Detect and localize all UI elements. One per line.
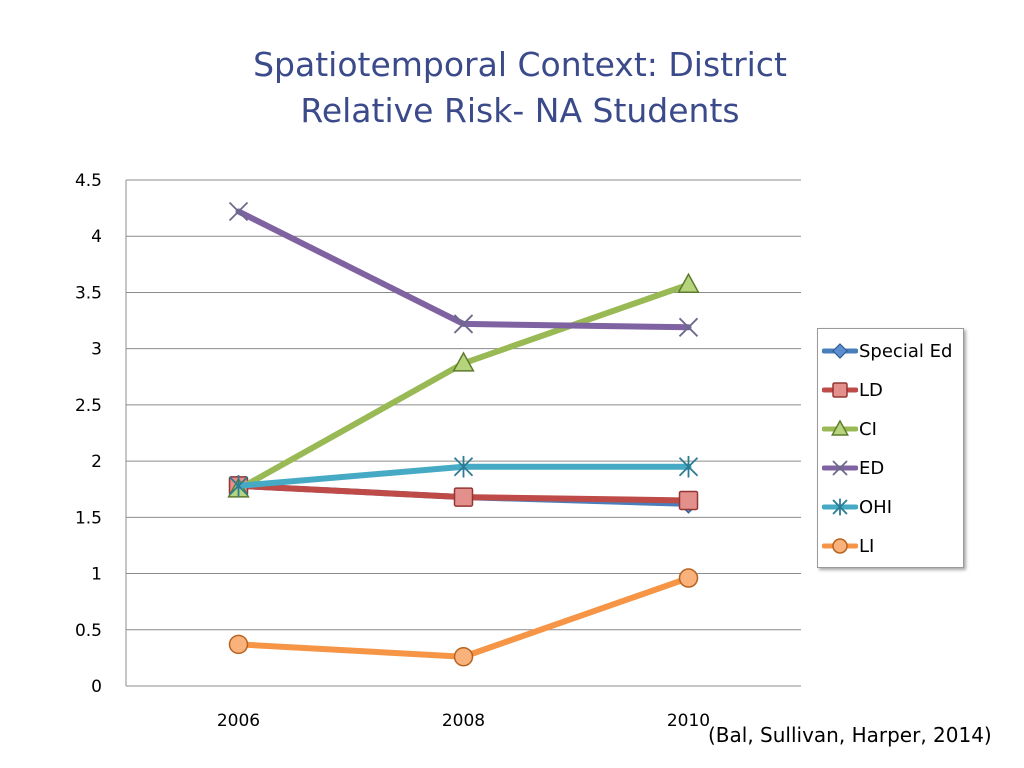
x-tick-label: 2010 [667, 711, 710, 731]
data-point [677, 272, 700, 293]
gridlines [126, 179, 801, 687]
data-point [678, 490, 699, 511]
y-tick-label: 2 [91, 452, 102, 472]
data-point [453, 314, 474, 334]
data-point [453, 647, 474, 667]
y-tick-label: 0.5 [75, 621, 102, 641]
legend-marker [832, 498, 848, 516]
data-point [228, 475, 249, 497]
legend-marker [832, 382, 848, 398]
legend-label: Special Ed [859, 340, 953, 362]
y-tick-label: 1.5 [75, 508, 102, 528]
data-point [228, 201, 249, 222]
series-ld [228, 476, 699, 511]
citation: (Bal, Sullivan, Harper, 2014) [708, 723, 992, 747]
series-li [228, 568, 699, 667]
data-point [228, 634, 249, 655]
title-line-2: Relative Risk- NA Students [300, 91, 740, 130]
y-tick-label: 4 [91, 227, 102, 247]
legend-label: OHI [859, 496, 893, 518]
legend-item: LD [822, 376, 883, 404]
x-tick-label: 2006 [217, 711, 260, 731]
y-tick-label: 0 [91, 677, 102, 697]
legend-label: ED [859, 457, 885, 479]
legend-label: LI [859, 535, 875, 557]
title-line-1: Spatiotemporal Context: District [253, 45, 787, 84]
series-ed [228, 201, 699, 337]
legend-item: OHI [822, 493, 892, 521]
x-tick-label: 2008 [442, 711, 485, 731]
series-ci [227, 272, 700, 498]
legend-marker [831, 419, 849, 436]
data-point [452, 351, 475, 372]
legend-label: LD [859, 379, 883, 401]
series-ohi [228, 455, 699, 497]
legend-item: Special Ed [822, 337, 952, 365]
legend-marker [832, 343, 848, 359]
legend-marker [832, 538, 848, 554]
series-line [235, 575, 692, 660]
legend-swatch [822, 382, 858, 398]
legend-swatch [822, 419, 858, 436]
legend-swatch [822, 343, 858, 359]
chart-title: Spatiotemporal Context: District Relativ… [0, 42, 1024, 134]
series-lines [227, 201, 700, 667]
axes: 0 0.5 1 1.5 2 2.5 3 3.5 4 4.5 2006 2008 2010 [75, 171, 710, 731]
y-tick-label: 1 [91, 565, 102, 585]
legend-swatch [822, 538, 858, 554]
data-point [678, 455, 699, 478]
chart-legend: Special Ed LD CI ED OHI LI [817, 328, 964, 568]
legend-marker [832, 460, 848, 476]
legend-label: CI [859, 418, 877, 440]
data-point [453, 487, 474, 507]
legend-swatch [822, 460, 858, 476]
legend-swatch [822, 498, 858, 516]
y-tick-label: 3 [91, 340, 102, 360]
y-tick-label: 2.5 [75, 396, 102, 416]
legend-item: CI [822, 415, 877, 443]
data-point [678, 568, 699, 588]
data-point [678, 317, 699, 337]
data-point [453, 455, 474, 478]
legend-item: ED [822, 454, 884, 482]
y-tick-label: 3.5 [75, 283, 102, 303]
y-tick-label: 4.5 [75, 171, 102, 191]
legend-item: LI [822, 532, 874, 560]
